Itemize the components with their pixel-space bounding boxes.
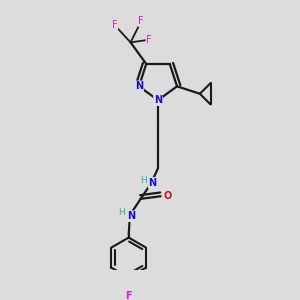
Text: N: N [135,81,143,91]
Text: N: N [148,178,157,188]
Text: H: H [118,208,125,217]
Text: N: N [154,95,162,105]
Text: N: N [127,211,135,221]
Text: H: H [140,176,147,185]
Text: F: F [125,291,132,300]
Text: F: F [138,16,144,26]
Text: F: F [112,20,117,30]
Text: O: O [163,191,172,201]
Text: F: F [146,35,152,45]
